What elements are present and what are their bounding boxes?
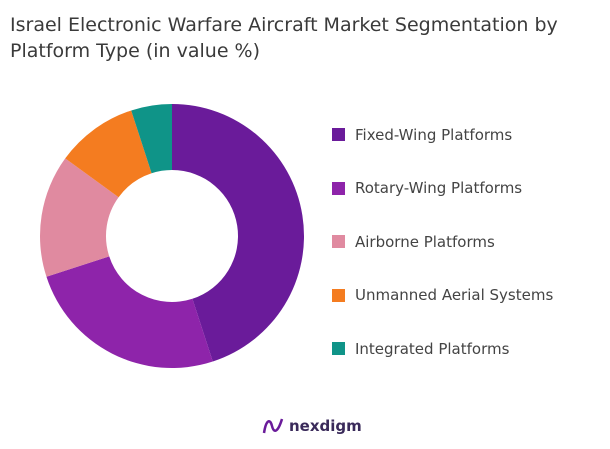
legend-swatch [332, 235, 345, 249]
legend-label: Rotary-Wing Platforms [355, 179, 523, 198]
legend-item: Rotary-Wing Platforms [332, 162, 553, 216]
legend: Fixed-Wing Platforms Rotary-Wing Platform… [332, 108, 553, 376]
legend-label: Integrated Platforms [355, 339, 510, 358]
slice-rotary-wing-platforms [46, 256, 213, 368]
legend-item: Airborne Platforms [332, 215, 553, 269]
legend-item: Fixed-Wing Platforms [332, 108, 553, 162]
slice-airborne-platforms [40, 158, 119, 277]
slice-integrated-platforms [131, 104, 172, 174]
nexdigm-logo-icon [262, 418, 284, 434]
chart-title: Israel Electronic Warfare Aircraft Marke… [10, 14, 558, 62]
legend-item: Integrated Platforms [332, 322, 553, 376]
legend-swatch [332, 181, 345, 195]
legend-label: Airborne Platforms [355, 232, 495, 251]
legend-swatch [332, 342, 345, 356]
legend-label: Unmanned Aerial Systems [355, 286, 554, 305]
slice-unmanned-aerial-systems [65, 110, 152, 198]
legend-swatch [332, 128, 345, 142]
legend-label: Fixed-Wing Platforms [355, 125, 513, 144]
slice-fixed-wing-platforms [172, 104, 305, 362]
logo-text: nexdigm [289, 417, 362, 435]
legend-swatch [332, 288, 345, 302]
legend-item: Unmanned Aerial Systems [332, 269, 553, 323]
nexdigm-logo: nexdigm [262, 416, 362, 436]
